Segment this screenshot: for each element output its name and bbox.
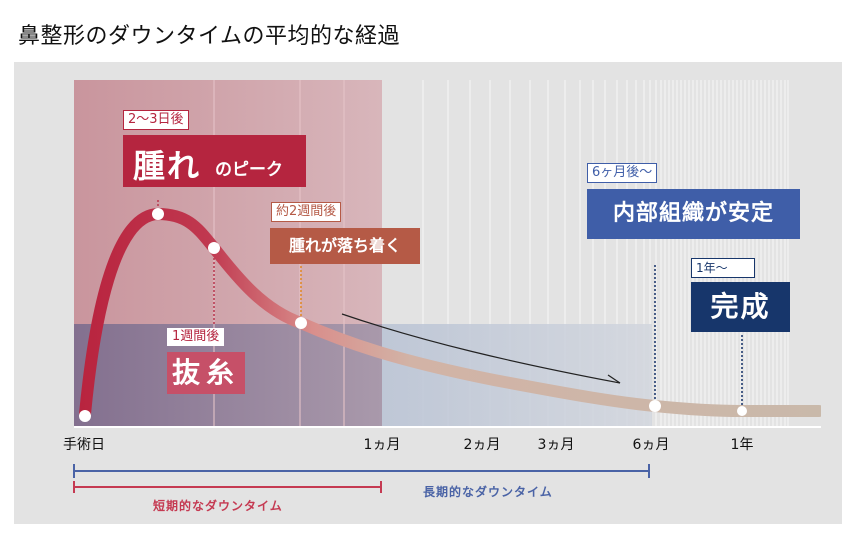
x-label-2-months: 2ヵ月 xyxy=(463,437,501,453)
long-term-downtime-label: 長期的なダウンタイム xyxy=(423,485,553,499)
peak-sub-text: のピーク xyxy=(215,160,283,180)
complete-label-box: 完成 xyxy=(691,282,790,332)
bassi-label-box: 抜糸 xyxy=(167,352,245,394)
stable-timing-tag: 6ヶ月後〜 xyxy=(587,163,658,183)
peak-main-text: 腫れ xyxy=(133,147,202,185)
bassi-timing-tag: 1週間後 xyxy=(167,328,225,346)
peak-label-box: 腫れ のピーク xyxy=(123,135,306,187)
x-label-6-months: 6ヵ月 xyxy=(632,437,670,453)
x-label-3-months: 3ヵ月 xyxy=(537,437,575,453)
page-title: 鼻整形のダウンタイムの平均的な経過 xyxy=(18,24,401,49)
x-label-1-month: 1ヵ月 xyxy=(363,437,401,453)
settle-label-box: 腫れが落ち着く xyxy=(270,228,420,264)
short-term-downtime-label: 短期的なダウンタイム xyxy=(153,499,283,513)
x-label-1-year: 1年 xyxy=(730,437,754,453)
complete-timing-tag: 1年〜 xyxy=(691,258,755,278)
x-label-surgery-day: 手術日 xyxy=(63,437,105,453)
peak-timing-tag: 2〜3日後 xyxy=(123,110,189,130)
settle-timing-tag: 約2週間後 xyxy=(271,202,342,222)
range-brackets xyxy=(73,464,650,493)
stable-label-box: 内部組織が安定 xyxy=(587,189,800,239)
